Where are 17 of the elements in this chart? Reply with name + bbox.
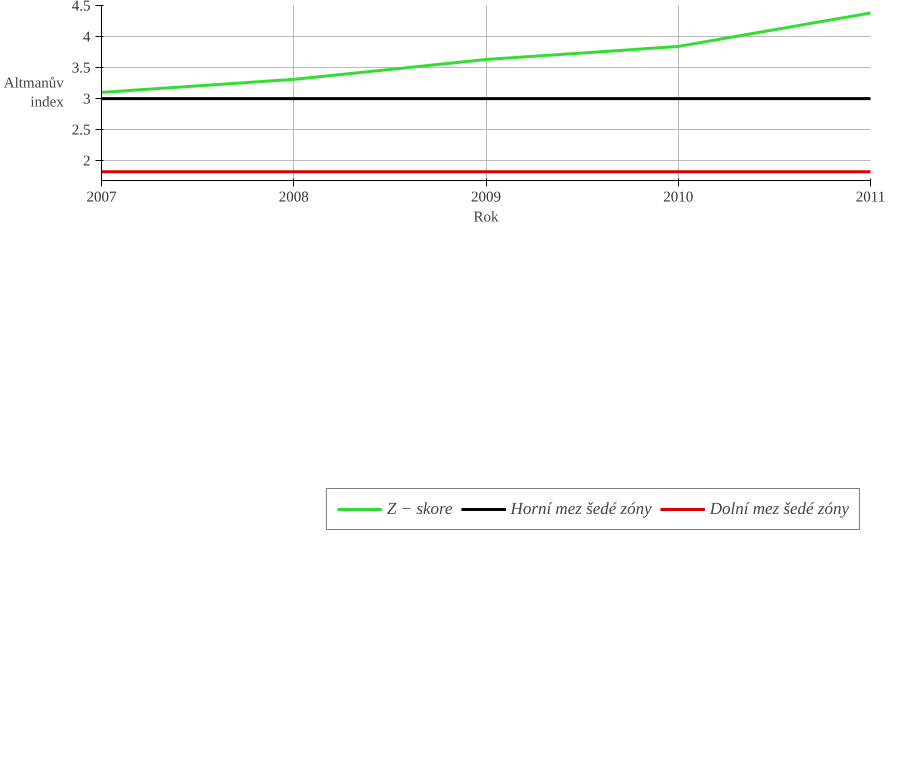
line-series [102,11,870,94]
y-tick-label: 2 [83,154,90,170]
x-tick-label: 2010 [663,190,694,206]
x-tick-label: 2011 [856,190,886,206]
x-tick-label: 2008 [278,190,309,206]
y-tick-label: 3.5 [72,60,90,77]
y-tick-label: 3 [83,92,90,108]
legend-label: Horní mez šedé zóny [510,499,652,519]
x-axis-title: Rok [474,210,499,226]
x-tick-label: 2007 [86,190,117,206]
y-tick-label: 4 [83,30,91,46]
legend-label: Z − skore [386,499,453,519]
y-tick-label: 4.5 [72,0,90,14]
x-tick-label: 2009 [471,190,501,206]
y-tick-label: 2.5 [72,122,90,139]
legend-label: Dolní mez šedé zóny [710,499,849,519]
y-axis-title: Altmanův index [4,75,64,111]
